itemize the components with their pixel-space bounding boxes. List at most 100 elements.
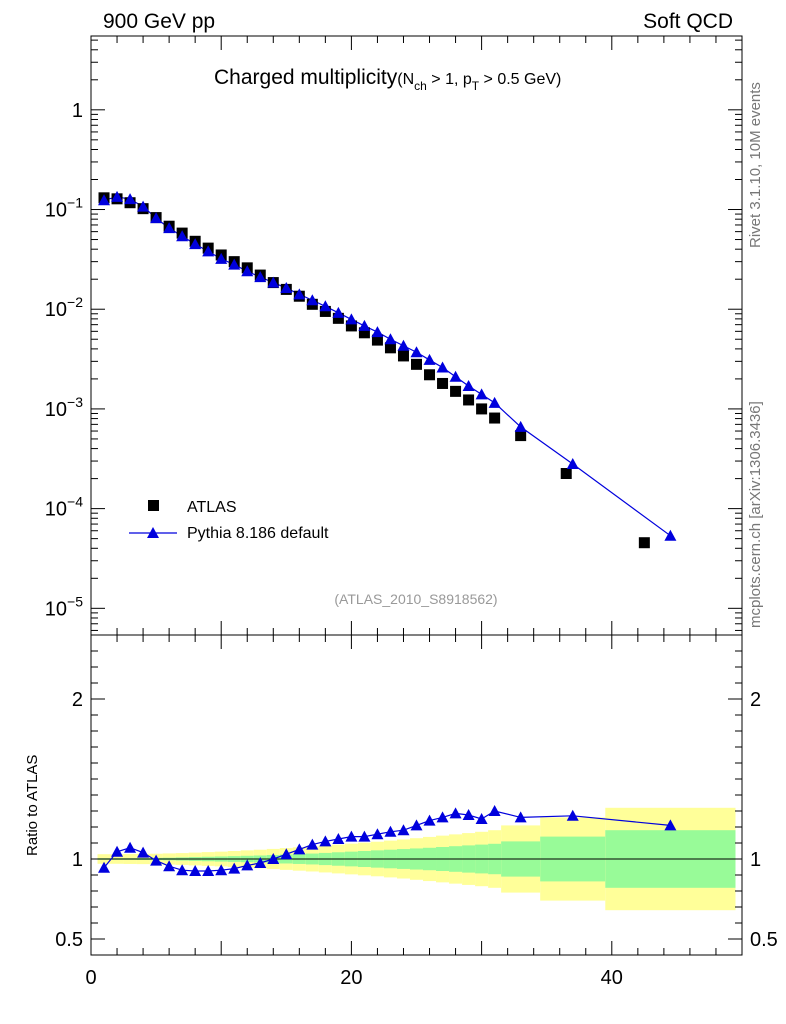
atlas-data-point — [437, 377, 449, 389]
pythia-data-point — [514, 420, 527, 432]
pythia-data-point — [319, 300, 332, 312]
ratio-pythia-point — [150, 854, 163, 866]
pythia-data-point — [566, 458, 579, 470]
plot-title-cut: (Nch > 1, pT > 0.5 GeV) — [397, 71, 561, 93]
pythia-data-point — [150, 212, 163, 224]
pythia-data-point — [371, 326, 384, 338]
ratio-pythia-point — [410, 819, 423, 831]
ratio-pythia-point — [436, 811, 449, 823]
analysis-label: (ATLAS_2010_S8918562) — [334, 591, 497, 607]
pythia-data-point — [332, 306, 345, 318]
pythia-data-point — [488, 396, 501, 408]
pythia-data-point — [475, 388, 488, 400]
pythia-series-line — [103, 196, 671, 537]
main-y-tick-label: 10−2 — [45, 294, 83, 321]
ratio-pythia-point — [228, 862, 241, 874]
main-plot-panel: Charged multiplicity(Nch > 1, pT > 0.5 G… — [45, 35, 743, 636]
atlas-data-point — [463, 394, 475, 406]
atlas-data-point — [397, 350, 409, 362]
ratio-pythia-point — [449, 807, 462, 819]
pythia-data-point — [241, 265, 254, 277]
atlas-data-point — [319, 305, 331, 317]
pythia-data-point — [98, 194, 111, 206]
atlas-data-point — [371, 334, 383, 346]
ratio-pythia-point — [189, 865, 202, 876]
ratio-pythia-point — [163, 860, 176, 872]
ratio-y-tick-label: 1 — [72, 849, 83, 871]
ratio-y-tick-label-right: 2 — [750, 689, 761, 711]
ratio-pythia-point — [371, 828, 384, 840]
plot-title: Charged multiplicity(Nch > 1, pT > 0.5 G… — [214, 66, 561, 93]
ratio-pythia-point — [384, 825, 397, 837]
legend-atlas-label: ATLAS — [187, 499, 237, 516]
ratio-pythia-point — [267, 853, 280, 864]
atlas-data-point — [411, 358, 422, 370]
main-y-tick-label: 10−3 — [45, 394, 83, 421]
pythia-data-point — [436, 361, 449, 373]
header-right-label: Soft QCD — [643, 10, 733, 33]
main-y-tick-label: 1 — [72, 100, 83, 122]
ratio-pythia-point — [98, 861, 111, 873]
atlas-data-point — [476, 403, 488, 415]
ratio-y-axis-label: Ratio to ATLAS — [24, 755, 41, 856]
pythia-data-point — [254, 271, 267, 283]
pythia-data-point — [163, 222, 176, 234]
pythia-data-point — [664, 529, 677, 541]
ratio-pythia-point — [332, 833, 345, 844]
legend-atlas-marker — [148, 500, 159, 511]
pythia-data-point — [449, 370, 462, 382]
ratio-pythia-point — [280, 848, 293, 860]
ratio-y-tick-label-right: 1 — [750, 849, 761, 871]
ratio-pythia-point — [111, 845, 124, 857]
ratio-pythia-point — [566, 809, 579, 821]
ratio-pythia-point — [254, 857, 267, 868]
ratio-pythia-point — [514, 811, 527, 823]
ratio-pythia-point — [124, 841, 137, 853]
x-tick-label: 40 — [601, 967, 623, 989]
pythia-data-point — [462, 379, 475, 391]
mcplots-label: mcplots.cern.ch [arXiv:1306.3436] — [747, 401, 764, 628]
x-tick-label: 20 — [340, 967, 362, 989]
atlas-data-point — [489, 412, 501, 424]
atlas-data-point — [450, 385, 462, 397]
ratio-pythia-point — [475, 813, 488, 824]
main-y-tick-label: 10−5 — [45, 593, 83, 620]
ratio-pythia-point — [215, 864, 228, 876]
pythia-data-point — [397, 339, 410, 351]
pythia-data-point — [176, 230, 189, 242]
rivet-version-label: Rivet 3.1.10, 10M events — [747, 82, 764, 248]
ratio-pythia-point — [319, 835, 332, 847]
ratio-pythia-point — [488, 805, 501, 816]
main-y-tick-label: 10−1 — [45, 195, 83, 222]
pythia-data-point — [124, 193, 137, 205]
ratio-pythia-point — [664, 819, 677, 831]
ratio-pythia-point — [462, 809, 475, 820]
ratio-pythia-point — [423, 814, 436, 826]
main-y-tick-label: 10−4 — [45, 494, 83, 521]
ratio-pythia-point — [397, 824, 410, 836]
pythia-data-point — [189, 238, 202, 250]
ratio-pythia-point — [358, 830, 371, 842]
pythia-data-point — [306, 294, 319, 306]
ratio-pythia-line — [103, 810, 671, 872]
atlas-data-point — [515, 430, 527, 442]
atlas-data-point — [638, 537, 650, 549]
x-tick-label: 0 — [85, 967, 96, 989]
pythia-data-point — [358, 319, 371, 331]
ratio-y-tick-label: 0.5 — [55, 929, 83, 951]
atlas-data-point — [560, 468, 572, 480]
pythia-data-point — [345, 313, 358, 325]
pythia-data-point — [423, 353, 436, 365]
atlas-data-point — [384, 342, 396, 354]
ratio-pythia-point — [241, 859, 254, 871]
pythia-data-point — [384, 333, 397, 345]
ratio-pythia-point — [176, 864, 189, 876]
legend: ATLAS Pythia 8.186 default — [129, 499, 329, 542]
atlas-data-point — [332, 312, 344, 324]
atlas-data-point — [345, 320, 357, 332]
legend-pythia-label: Pythia 8.186 default — [187, 525, 329, 542]
pythia-data-point — [293, 288, 306, 300]
pythia-data-point — [111, 190, 124, 202]
legend-pythia-marker — [147, 527, 159, 538]
